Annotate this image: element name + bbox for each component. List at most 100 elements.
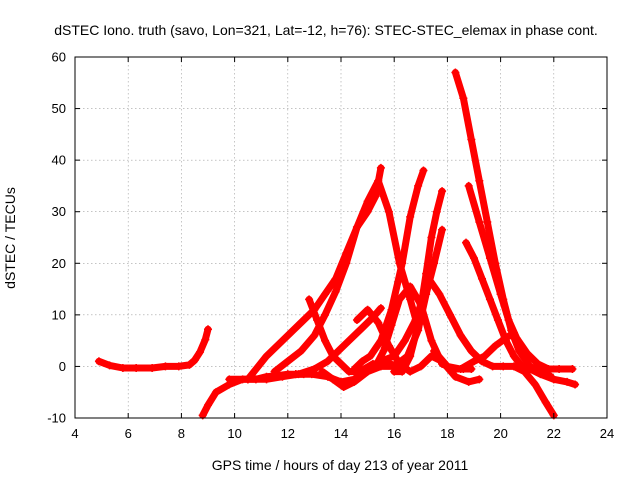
y-tick-label: 0 [59,359,66,374]
x-tick-label: 16 [387,426,401,441]
data-point-marker [395,295,404,304]
x-tick-label: 14 [334,426,348,441]
data-point-marker [446,310,455,319]
data-point-marker [366,352,375,361]
data-point-marker [350,377,359,386]
data-point-marker [211,388,220,397]
data-point-marker [430,346,439,355]
data-point-marker [464,181,473,190]
series-line [353,306,483,386]
data-point-marker [398,367,407,376]
data-point-marker [571,380,580,389]
data-point-marker [544,365,553,374]
data-point-marker [342,259,351,268]
data-point-marker [414,321,423,330]
data-point-marker [414,181,423,190]
data-point-marker [334,346,343,355]
data-point-marker [352,316,361,325]
data-point-marker [201,335,210,344]
data-point-marker [363,197,372,206]
data-point-marker [283,357,292,366]
data-point-marker [174,362,183,371]
data-point-marker [512,334,521,343]
data-point-marker [270,367,279,376]
y-tick-label: 60 [52,50,66,65]
data-point-marker [358,323,367,332]
data-point-marker [376,304,385,313]
data-point-marker [94,357,103,366]
data-point-marker [400,336,409,345]
data-point-marker [549,375,558,384]
data-point-marker [456,365,465,374]
data-point-marker [462,238,471,247]
series-line [318,226,446,391]
x-axis-title: GPS time / hours of day 213 of year 2011 [212,457,469,473]
data-point-marker [451,68,460,77]
data-point-marker [475,176,484,185]
data-point-marker [555,365,564,374]
data-point-marker [451,372,460,381]
x-tick-label: 18 [440,426,454,441]
x-tick-label: 12 [281,426,295,441]
data-point-marker [243,375,252,384]
data-point-marker [374,318,383,327]
data-point-marker [464,377,473,386]
data-point-marker [568,365,577,374]
data-point-marker [470,254,478,263]
y-tick-label: 30 [52,204,66,219]
data-point-marker [406,367,415,376]
data-point-marker [435,290,444,299]
data-point-marker [344,336,353,345]
x-tick-label: 20 [493,426,507,441]
data-point-marker [329,352,338,361]
data-point-marker [278,336,287,345]
data-point-marker [432,207,441,216]
chart-title: dSTEC Iono. truth (savo, Lon=321, Lat=-1… [54,22,598,38]
data-point-marker [509,328,518,337]
data-point-marker [363,367,372,376]
y-tick-label: 40 [52,153,66,168]
data-point-marker [321,310,330,319]
data-point-marker [390,367,399,376]
y-tick-label: 20 [52,256,66,271]
data-point-marker [310,331,319,340]
data-point-marker [395,359,404,368]
data-point-marker [262,352,271,361]
data-point-marker [329,375,338,384]
series-16 [464,181,577,374]
data-point-marker [427,233,436,242]
data-point-marker [483,218,492,227]
data-point-marker [467,135,476,144]
data-point-marker [536,370,545,379]
data-point-marker [350,365,359,374]
series-12 [390,187,447,376]
data-point-marker [371,362,380,371]
data-point-marker [398,259,407,268]
data-point-marker [376,163,385,172]
series-line [244,164,385,383]
data-point-marker [132,363,141,372]
data-point-marker [480,352,489,361]
data-point-marker [427,336,436,345]
data-point-marker [278,372,287,381]
data-point-marker [406,282,415,291]
x-tick-label: 6 [125,426,132,441]
series-line [390,187,446,376]
data-point-marker [541,398,550,407]
data-point-marker [493,316,502,325]
data-point-marker [438,187,447,196]
data-point-marker [416,362,425,371]
data-point-marker [148,363,157,372]
data-point-marker [438,225,447,234]
data-point-marker [337,359,345,368]
series-8 [318,225,447,392]
data-point-marker [204,325,212,334]
data-point-marker [344,367,353,376]
data-point-marker [384,207,393,216]
data-point-marker [352,223,361,232]
data-point-marker [339,383,348,392]
y-tick-label: 10 [52,307,66,322]
data-point-marker [563,377,572,386]
data-point-marker [313,316,322,325]
